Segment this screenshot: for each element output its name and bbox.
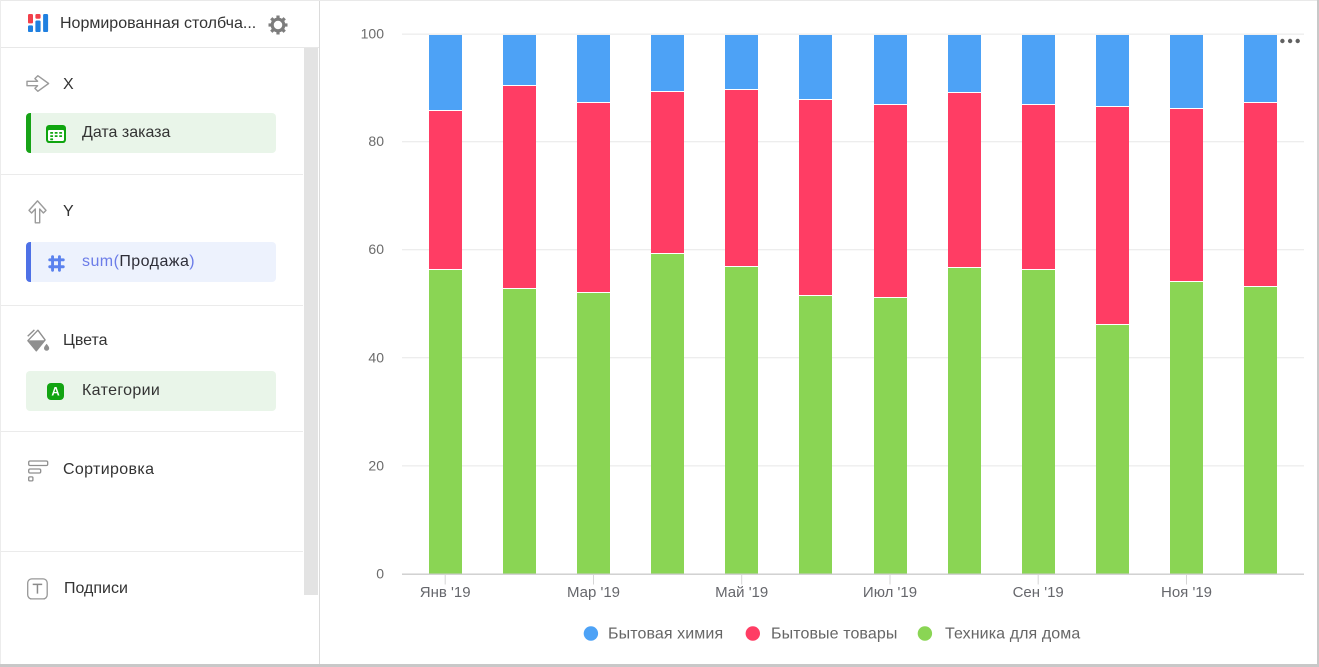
svg-text:100: 100 bbox=[361, 26, 385, 42]
svg-text:80: 80 bbox=[368, 133, 384, 149]
svg-text:Янв '19: Янв '19 bbox=[420, 584, 471, 601]
svg-text:Бытовые товары: Бытовые товары bbox=[771, 626, 897, 643]
svg-text:Бытовая химия: Бытовая химия bbox=[608, 626, 723, 643]
svg-text:Сен '19: Сен '19 bbox=[1013, 584, 1064, 601]
svg-text:20: 20 bbox=[368, 457, 384, 473]
svg-text:Ноя '19: Ноя '19 bbox=[1161, 584, 1212, 601]
svg-text:0: 0 bbox=[376, 565, 384, 581]
svg-text:A: A bbox=[51, 387, 59, 399]
svg-text:Мар '19: Мар '19 bbox=[567, 584, 620, 601]
svg-text:Июл '19: Июл '19 bbox=[863, 584, 917, 601]
svg-text:60: 60 bbox=[368, 241, 384, 257]
svg-text:Техника для дома: Техника для дома bbox=[945, 626, 1080, 643]
svg-text:40: 40 bbox=[368, 349, 384, 365]
svg-text:Май '19: Май '19 bbox=[715, 584, 768, 601]
